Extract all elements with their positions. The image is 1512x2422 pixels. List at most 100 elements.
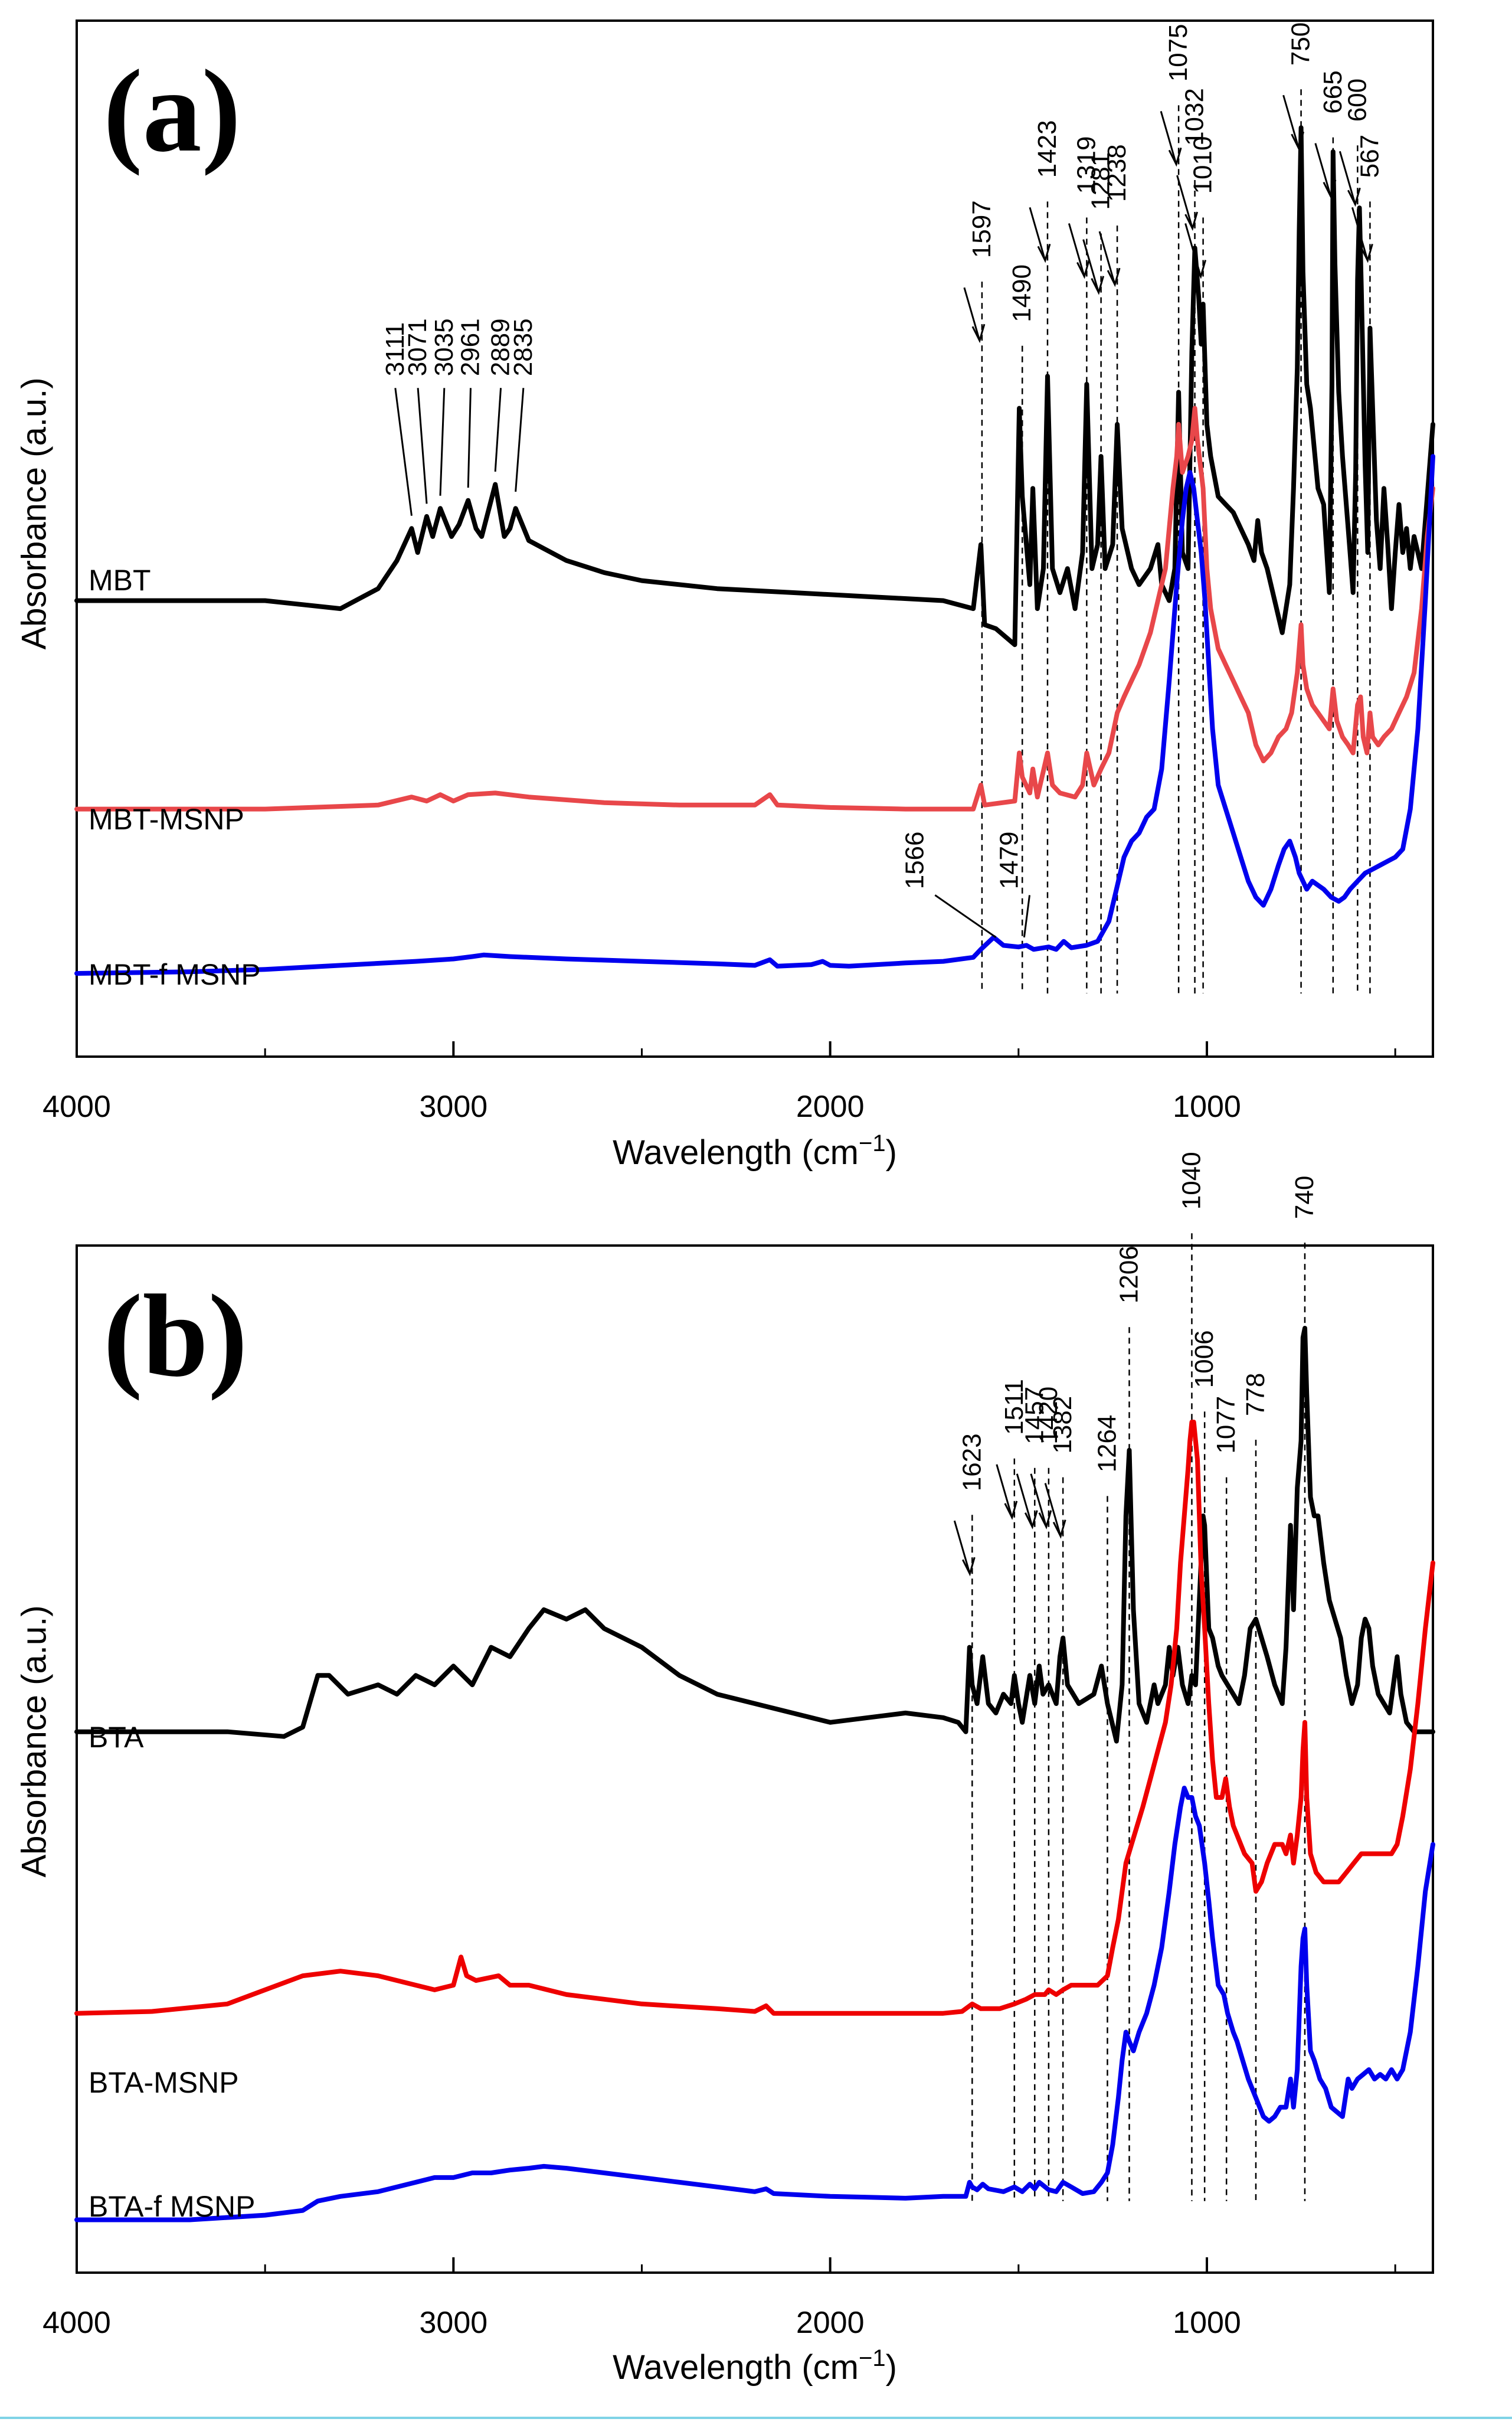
peak-arrow-head [1052, 1519, 1066, 1539]
peak-label: 1040 [1177, 1152, 1206, 1210]
annotation-label: 2961 [456, 318, 485, 376]
x-axis-label-close: ) [886, 2348, 897, 2387]
peak-arrow-head [1037, 243, 1051, 263]
annotation-label: 3111 [381, 322, 410, 376]
annotation-arrow [467, 388, 472, 488]
series-label: BTA-f MSNP [89, 2190, 255, 2223]
peak-arrow-head [1360, 243, 1373, 263]
x-tick-label: 2000 [796, 2306, 865, 2340]
peak-arrow-head [1004, 1501, 1018, 1520]
spectrum-line-bta-msnp [74, 1420, 1435, 2016]
x-axis-label-close: ) [886, 1133, 897, 1172]
peak-arrow-head [1193, 260, 1207, 279]
x-axis-label-text: Wavelength (cm [613, 2348, 859, 2387]
peak-arrow [1176, 175, 1194, 229]
peak-label: 1032 [1180, 88, 1209, 146]
peak-arrow [1082, 239, 1100, 293]
peak-label: 1010 [1189, 136, 1218, 194]
peak-arrow [1030, 1473, 1048, 1528]
annotation-arrow [417, 388, 428, 504]
series-label: MBT-MSNP [89, 803, 244, 836]
x-tick-label: 3000 [419, 2306, 487, 2340]
peak-arrow [1044, 1483, 1062, 1537]
x-tick-label: 2000 [796, 1090, 865, 1124]
peak-label: 600 [1343, 79, 1372, 122]
x-tick-label: 1000 [1173, 2306, 1241, 2340]
panel-letter: (a) [103, 46, 241, 176]
spectrum-line-mbt-f-msnp [74, 454, 1435, 976]
series-label: BTA [89, 1721, 144, 1754]
annotation-arrow [1023, 895, 1031, 938]
peak-label: 740 [1290, 1176, 1319, 1219]
peak-arrow-head [1168, 147, 1182, 167]
y-axis-label: Absorbance (a.u.) [15, 377, 53, 649]
peak-arrow-head [1184, 211, 1199, 231]
peak-arrow [1029, 207, 1046, 261]
peak-label: 778 [1241, 1373, 1270, 1416]
annotation-label: 3035 [430, 318, 459, 376]
peak-label: 750 [1287, 22, 1315, 66]
spectrum-line-bta [74, 1326, 1435, 1744]
spectrum-line-mbt-msnp [74, 406, 1435, 812]
annotation-label: 1479 [995, 832, 1024, 890]
peak-label: 1006 [1190, 1330, 1219, 1388]
peak-label: 567 [1355, 135, 1384, 178]
annotation-label: 3071 [403, 318, 432, 376]
peak-label: 1423 [1033, 120, 1062, 178]
peak-label: 1597 [967, 200, 996, 258]
peak-arrow [1098, 231, 1116, 285]
annotation-arrow [515, 388, 525, 492]
annotation-arrow [494, 388, 502, 472]
x-tick-label: 1000 [1173, 1090, 1241, 1124]
peak-arrow-head [1076, 260, 1090, 279]
x-axis-label-text: Wavelength (cm [613, 1133, 859, 1172]
spectrum-line-bta-f-msnp [74, 1786, 1435, 2222]
peak-arrow [1314, 143, 1332, 197]
peak-arrow-head [1347, 187, 1361, 207]
peak-label: 1319 [1072, 136, 1101, 194]
peak-arrow [1351, 207, 1369, 261]
peak-label: 1511 [1000, 1379, 1029, 1435]
peak-label: 1238 [1102, 144, 1131, 202]
peak-label: 1075 [1164, 24, 1193, 82]
peak-arrow-head [961, 1557, 976, 1577]
peak-label: 1382 [1048, 1396, 1077, 1454]
spectrum-line-mbt [74, 125, 1435, 648]
panel-b: 4000 3000 2000 1000 Wavelength (cm−1) Absorba… [15, 1152, 1435, 2387]
series-label: BTA-MSNP [89, 2066, 239, 2099]
peak-label: 1490 [1007, 264, 1036, 322]
peak-arrow [953, 1520, 971, 1574]
x-tick-label: 4000 [42, 2306, 111, 2340]
plot-frame [76, 1244, 1434, 2274]
annotation-label: 1566 [900, 832, 929, 890]
peak-arrow [1016, 1473, 1033, 1528]
peak-arrow-head [1024, 1510, 1038, 1529]
peak-arrow [996, 1464, 1013, 1518]
peak-arrow-head [1323, 179, 1337, 199]
x-axis-label-superscript: −1 [859, 2345, 886, 2371]
peak-label: 1264 [1092, 1415, 1121, 1473]
peak-arrow [1184, 223, 1202, 277]
peak-arrow [1160, 110, 1177, 165]
peak-arrow-head [1291, 131, 1305, 151]
series-label: MBT-f MSNP [89, 958, 261, 991]
annotation-arrow [394, 388, 413, 516]
series-label: MBT [89, 564, 151, 597]
peak-arrow-head [1038, 1510, 1052, 1529]
peak-arrow [963, 287, 981, 341]
x-axis-label-superscript: −1 [859, 1130, 886, 1156]
peak-arrow [1338, 151, 1356, 205]
peak-label: 1077 [1212, 1396, 1241, 1454]
peak-label: 1457 [1020, 1387, 1049, 1444]
peak-arrow-head [1107, 267, 1121, 287]
plot-frame [76, 19, 1434, 1058]
peak-label: 1420 [1034, 1387, 1063, 1444]
peak-arrow-head [1091, 276, 1105, 295]
y-axis-label: Absorbance (a.u.) [15, 1605, 53, 1877]
peak-label: 1623 [957, 1433, 986, 1491]
x-axis-label: Wavelength (cm−1) [613, 1130, 897, 1172]
x-tick-label: 3000 [419, 1090, 487, 1124]
annotation-arrow [439, 388, 446, 496]
x-tick-label: 4000 [42, 1090, 111, 1124]
peak-arrow [1282, 94, 1300, 149]
